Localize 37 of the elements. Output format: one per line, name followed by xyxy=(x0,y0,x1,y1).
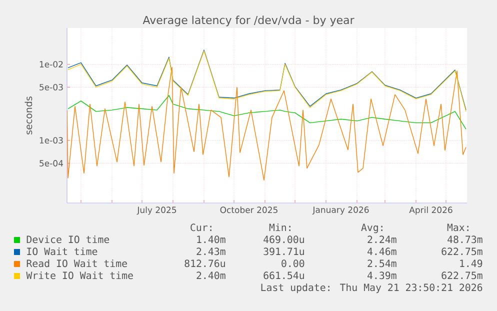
x-tick-label: April 2026 xyxy=(409,206,452,215)
legend-label: Device IO time xyxy=(26,235,110,244)
line-series xyxy=(67,66,466,180)
text: Min: xyxy=(269,223,290,231)
text: Avg: xyxy=(361,224,382,234)
y-tick-label: 5e-04 xyxy=(40,160,64,166)
legend-label: Write IO Wait time xyxy=(26,271,133,280)
text: 2.54m xyxy=(368,260,396,268)
text: 1.40m xyxy=(197,236,226,244)
line-series xyxy=(68,95,466,130)
x-tick-label: January 2026 xyxy=(312,206,369,215)
y-tick-label: 1e-02 xyxy=(40,61,63,68)
x-tick-label: October 2025 xyxy=(220,206,278,214)
text: 48.73m xyxy=(448,236,482,244)
x-tick-label: July 2025 xyxy=(136,206,176,215)
text: 2.24m xyxy=(368,236,396,243)
text: 661.54u xyxy=(264,272,304,280)
text: Cur: xyxy=(190,224,212,232)
text: 4.46m xyxy=(368,248,396,256)
legend-label: IO Wait time xyxy=(27,247,98,256)
text: 2.43m xyxy=(196,248,226,256)
text: 622.75m xyxy=(442,248,482,256)
text: 4.39m xyxy=(368,272,396,280)
y-axis-title: seconds xyxy=(24,96,32,134)
chart-title: Average latency for /dev/vda - by year xyxy=(142,16,354,26)
y-tick-label: 5e-03 xyxy=(40,84,63,90)
text: 2.40m xyxy=(196,272,226,280)
text: 622.75m xyxy=(442,272,482,280)
text: 391.71u xyxy=(264,248,304,256)
y-tick-label: 1e-03 xyxy=(40,137,63,144)
text: Max: xyxy=(447,224,468,232)
text: 812.76u xyxy=(184,260,225,268)
text: 0.00 xyxy=(282,260,304,268)
text: 1.49 xyxy=(460,260,482,268)
legend-label: Read IO Wait time xyxy=(26,259,127,268)
text: Last update: Thu May 21 23:50:21 2026 xyxy=(261,283,482,294)
text: 469.00u xyxy=(264,236,304,244)
